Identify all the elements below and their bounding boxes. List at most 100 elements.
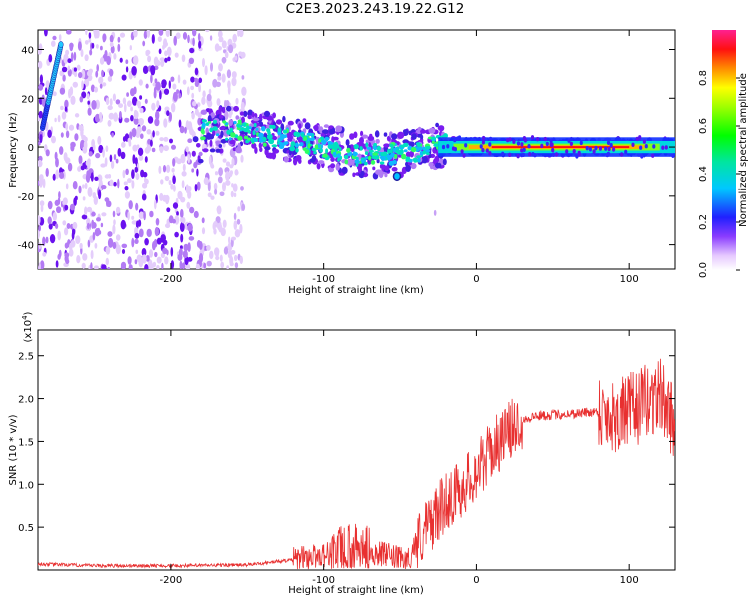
- ridge-core: [419, 150, 424, 156]
- noise-blob: [58, 191, 61, 199]
- noise-blob: [229, 170, 233, 176]
- noise-blob: [193, 210, 199, 219]
- noise-blob: [102, 148, 105, 158]
- noise-blob: [38, 262, 41, 269]
- ridge-core: [253, 122, 257, 128]
- noise-blob: [112, 210, 116, 218]
- band-speckle: [635, 136, 639, 142]
- ridge-core: [262, 142, 267, 147]
- ridge-core: [379, 161, 385, 165]
- noise-blob: [51, 135, 56, 144]
- ridge-core: [344, 159, 349, 165]
- ridge-core: [380, 156, 386, 161]
- band-speckle: [644, 144, 648, 149]
- noise-blob: [181, 171, 187, 177]
- ridge-core: [233, 120, 237, 125]
- ridge-core: [380, 152, 385, 157]
- band-speckle: [489, 136, 493, 142]
- noise-blob: [141, 193, 147, 201]
- noise-blob: [101, 212, 107, 217]
- ridge-halo: [323, 124, 329, 128]
- noise-blob: [74, 195, 78, 201]
- noise-blob: [208, 155, 212, 165]
- noise-blob: [228, 112, 232, 119]
- noise-blob: [117, 43, 121, 52]
- noise-blob: [91, 219, 95, 229]
- noise-blob: [124, 191, 130, 199]
- noise-blob: [228, 236, 231, 244]
- noise-blob: [98, 144, 104, 154]
- ridge-core: [229, 127, 234, 133]
- ridge-core: [389, 148, 393, 154]
- noise-blob: [113, 112, 118, 122]
- noise-blob: [117, 178, 120, 189]
- noise-blob: [138, 257, 143, 268]
- ridge-halo: [206, 132, 212, 140]
- ridge-halo: [405, 164, 411, 172]
- noise-blob: [74, 71, 78, 78]
- noise-blob: [219, 254, 223, 262]
- figure-title: C2E3.2023.243.19.22.G12: [285, 1, 465, 17]
- noise-blob: [202, 90, 206, 98]
- noise-blob: [72, 81, 79, 88]
- noise-blob: [182, 163, 186, 172]
- ridge-halo: [287, 120, 294, 126]
- noise-blob: [188, 57, 195, 64]
- band-speckle: [527, 144, 531, 149]
- ridge-halo: [221, 106, 226, 114]
- ridge-core: [416, 155, 422, 159]
- ridge-halo: [360, 170, 365, 177]
- noise-blob: [227, 85, 231, 95]
- ridge-core: [243, 135, 249, 140]
- noise-blob: [82, 184, 85, 189]
- band-speckle: [607, 146, 611, 152]
- noise-blob: [45, 236, 49, 244]
- noise-blob: [160, 252, 165, 258]
- noise-blob: [133, 117, 139, 125]
- ridge-halo: [275, 119, 283, 125]
- ridge-halo: [346, 158, 354, 166]
- noise-blob: [135, 249, 139, 254]
- noise-blob: [84, 182, 88, 190]
- ridge-core: [359, 146, 363, 151]
- noise-blob: [165, 223, 171, 229]
- ridge-core: [387, 148, 391, 155]
- noise-blob: [125, 168, 129, 175]
- ridge-halo: [196, 143, 201, 148]
- ridge-core: [354, 159, 360, 164]
- noise-blob: [171, 144, 176, 150]
- noise-blob: [221, 73, 226, 83]
- band-speckle: [545, 141, 549, 147]
- ridge-core: [352, 151, 356, 157]
- noise-blob: [113, 181, 117, 187]
- noise-blob: [120, 261, 127, 269]
- noise-blob: [194, 67, 199, 76]
- noise-blob: [170, 260, 175, 269]
- noise-blob: [38, 49, 42, 55]
- noise-blob: [65, 157, 71, 164]
- noise-blob: [232, 33, 237, 43]
- y-tick-label: 40: [21, 46, 34, 57]
- noise-blob: [117, 36, 121, 43]
- band-speckle: [549, 138, 553, 143]
- noise-blob: [44, 30, 48, 37]
- noise-blob: [55, 223, 59, 229]
- noise-blob: [213, 182, 218, 191]
- noise-blob: [122, 136, 126, 142]
- ridge-halo: [408, 141, 415, 147]
- noise-blob: [177, 74, 181, 84]
- noise-blob: [143, 65, 149, 75]
- noise-blob: [184, 126, 187, 134]
- ridge-halo: [215, 148, 221, 153]
- noise-blob: [131, 127, 137, 138]
- noise-blob: [222, 142, 226, 148]
- noise-blob: [151, 34, 155, 44]
- ridge-halo: [243, 110, 248, 117]
- noise-blob: [130, 106, 134, 112]
- band-speckle: [508, 152, 512, 157]
- noise-blob: [109, 34, 114, 43]
- noise-blob: [92, 144, 96, 151]
- noise-blob: [192, 30, 197, 37]
- noise-blob: [97, 135, 102, 145]
- ridge-core: [425, 149, 431, 153]
